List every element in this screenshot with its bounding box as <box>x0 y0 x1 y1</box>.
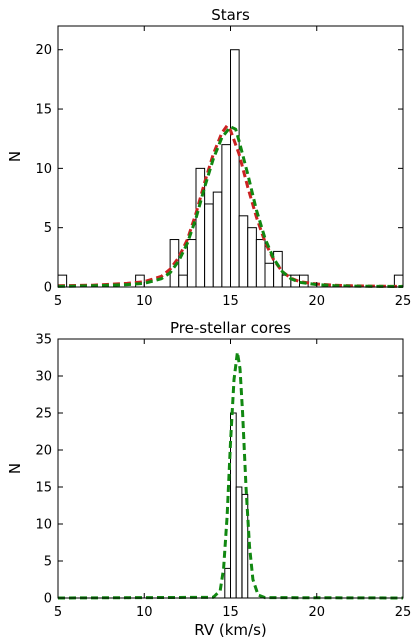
panel-cores-bar <box>224 567 231 599</box>
panel-stars-xtick-label: 10 <box>136 294 153 309</box>
panel-cores-ytick-label: 35 <box>35 333 52 348</box>
panel-cores-bar <box>235 486 243 599</box>
panel-cores-ytick-label: 0 <box>44 592 52 607</box>
panel-cores-ytick-label: 5 <box>44 555 52 570</box>
panel-stars-ytick-label: 20 <box>35 43 52 58</box>
panel-stars-xtick-label: 20 <box>308 294 325 309</box>
panel-cores-ytick-label: 10 <box>35 518 52 533</box>
panel-cores-xtick-label: 20 <box>308 605 325 620</box>
panel-stars-bar <box>255 239 266 288</box>
panel-cores-xtick-label: 15 <box>222 605 239 620</box>
panel-stars-xtick-label: 15 <box>222 294 239 309</box>
panel-stars-ytick-label: 0 <box>44 281 52 296</box>
panel-stars-ytick-label: 15 <box>35 103 52 118</box>
panel-stars-xtick-label: 25 <box>395 294 412 309</box>
panel-cores-ytick-label: 25 <box>35 407 52 422</box>
panel-cores-fit-curve-0 <box>57 350 404 600</box>
panel-cores-xtick-label: 5 <box>54 605 62 620</box>
panel-stars-bar <box>186 239 197 288</box>
panel-cores-xlabel: RV (km/s) <box>194 621 267 639</box>
panel-stars-fit-curve-1 <box>57 125 404 288</box>
panel-stars-xtick-label: 5 <box>54 294 62 309</box>
panel-stars-bar <box>264 262 275 288</box>
panel-cores-ylabel: N <box>6 463 24 474</box>
panel-stars-ylabel: N <box>6 151 24 162</box>
panel-stars-bar <box>230 49 240 288</box>
panel-stars-bar <box>195 167 206 288</box>
panel-cores-bar <box>230 412 237 599</box>
panel-stars-ytick-label: 10 <box>35 162 52 177</box>
panel-cores-ytick-label: 30 <box>35 370 52 385</box>
panel-cores-xtick-label: 10 <box>136 605 153 620</box>
panel-stars-bar <box>238 215 249 288</box>
panel-stars-ytick-label: 5 <box>44 221 52 236</box>
panel-cores-ytick-label: 15 <box>35 481 52 496</box>
panel-stars-bar <box>212 191 223 288</box>
panel-stars-title: Stars <box>211 6 250 24</box>
panel-stars-bar <box>204 203 214 288</box>
panel-stars-bar <box>178 274 188 288</box>
panel-cores-title: Pre-stellar cores <box>170 319 291 337</box>
panel-cores-xtick-label: 25 <box>395 605 412 620</box>
panel-stars-bar <box>281 274 292 288</box>
panel-stars-bar <box>221 144 231 288</box>
panel-stars-bar <box>273 250 283 288</box>
panel-cores-ytick-label: 20 <box>35 444 52 459</box>
panel-stars-bar <box>247 227 257 288</box>
